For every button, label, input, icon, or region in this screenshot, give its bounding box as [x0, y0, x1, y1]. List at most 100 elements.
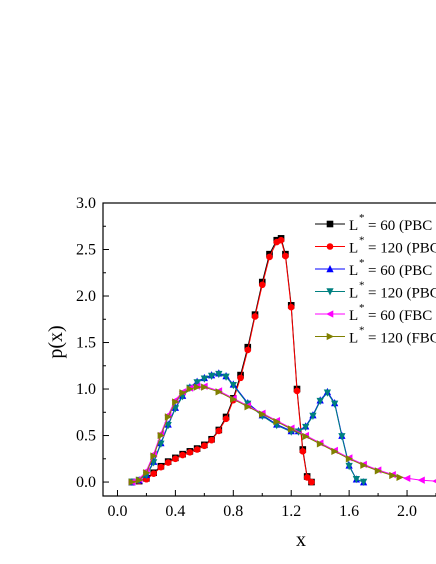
triangle-right-marker [345, 455, 354, 463]
triangle-right-marker [135, 476, 144, 484]
legend-item: L * = 60 (PBC [315, 212, 432, 234]
x-axis-label: x [296, 529, 306, 551]
circle-marker [293, 387, 301, 395]
triangle-down-marker [338, 433, 346, 441]
triangle-down-marker [207, 372, 216, 380]
triangle-down-marker [157, 440, 165, 448]
y-tick-label: 3.0 [76, 195, 96, 212]
circle-marker [164, 459, 172, 466]
y-tick-label: 1.0 [76, 381, 96, 398]
triangle-right-marker [164, 413, 173, 421]
circle-marker [303, 474, 311, 481]
triangle-right-marker [128, 478, 136, 486]
legend-superscript: * [359, 257, 365, 269]
triangle-down-marker [331, 400, 339, 408]
legend-superscript: * [359, 235, 365, 247]
legend-item: L * = 120 (PBC [315, 235, 436, 257]
x-tick-label: 1.6 [339, 503, 359, 520]
circle-marker [179, 451, 186, 459]
triangle-down-marker [164, 422, 172, 430]
legend-label: = 120 (FBC [368, 331, 436, 347]
triangle-up-marker [326, 265, 334, 273]
triangle-right-marker [215, 388, 223, 396]
axes-frame [102, 202, 436, 497]
triangle-down-marker [193, 379, 201, 387]
legend-symbol: L [349, 263, 358, 279]
triangle-down-marker [200, 375, 208, 383]
legend-symbol: L [349, 308, 358, 324]
triangle-left-marker [326, 310, 334, 318]
legend-symbol: L [349, 241, 358, 257]
triangle-right-marker [374, 467, 383, 475]
triangle-right-marker [396, 473, 404, 482]
triangle-down-marker [222, 373, 230, 381]
legend-superscript: * [359, 302, 365, 314]
legend-symbol: L [349, 286, 358, 302]
triangle-down-marker [215, 370, 223, 379]
circle-marker [237, 374, 244, 382]
triangle-right-marker [287, 425, 296, 433]
legend-item: L * = 120 (FBC [315, 325, 436, 347]
triangle-down-marker [326, 288, 334, 296]
legend-superscript: * [359, 280, 365, 292]
legend-superscript: * [359, 325, 365, 337]
triangle-right-marker [258, 410, 267, 418]
circle-marker [215, 427, 223, 435]
triangle-right-marker [150, 452, 158, 460]
triangle-right-marker [172, 398, 180, 406]
circle-marker [186, 448, 194, 456]
triangle-right-marker [157, 431, 165, 440]
triangle-right-marker [244, 403, 252, 411]
legend-superscript: * [359, 212, 365, 224]
triangle-right-marker [389, 471, 397, 480]
x-tick-label: 2.0 [397, 503, 417, 520]
triangle-right-marker [186, 385, 194, 393]
circle-marker [157, 463, 165, 471]
circle-marker [201, 442, 208, 450]
circle-marker [266, 253, 273, 261]
circle-marker [277, 236, 285, 244]
y-tick-label: 2.0 [76, 288, 96, 305]
square-marker [326, 220, 334, 228]
series-layer [127, 235, 436, 487]
legend-label: = 120 (PBC [368, 241, 436, 257]
series-5 [127, 382, 436, 486]
circle-marker [193, 446, 201, 453]
x-tick-label: 0.8 [223, 503, 243, 520]
circle-marker [258, 281, 266, 289]
circle-marker [244, 346, 252, 354]
y-tick-label: 2.5 [76, 242, 96, 259]
triangle-right-marker [179, 389, 187, 397]
triangle-left-marker [403, 474, 411, 482]
legend-label: = 120 (PBC [368, 286, 436, 302]
y-tick-label: 1.5 [76, 335, 96, 352]
triangle-left-marker [417, 476, 425, 484]
triangle-right-marker [230, 395, 238, 403]
triangle-right-marker [360, 461, 368, 469]
triangle-left-marker [432, 479, 436, 484]
circle-marker [308, 478, 315, 486]
plot-area [102, 202, 436, 497]
circle-marker [150, 470, 157, 477]
circle-marker [282, 252, 289, 260]
circle-marker [208, 436, 215, 444]
legend-item: L * = 120 (PBC [315, 280, 436, 302]
triangle-right-marker [193, 383, 202, 391]
x-tick-label: 1.2 [281, 503, 301, 520]
x-tick-label: 0.4 [165, 503, 185, 520]
triangle-right-marker [326, 332, 334, 341]
triangle-down-marker [345, 462, 353, 471]
legend-item: L * = 60 (FBC [315, 302, 432, 324]
triangle-down-marker [229, 382, 237, 390]
triangle-down-marker [352, 475, 360, 484]
triangle-down-marker [302, 423, 310, 432]
legend-symbol: L [349, 218, 358, 234]
y-axis-label: p(x) [45, 325, 67, 358]
triangle-right-marker [143, 469, 151, 477]
triangle-right-marker [316, 440, 325, 448]
triangle-down-marker [359, 478, 368, 487]
series-6 [128, 383, 404, 486]
legend-label: = 60 (PBC [368, 218, 432, 234]
ticks-layer: 0.0 0.4 0.8 1.2 1.6 2.0 0.0 0.5 1.0 1.5 2.0 2.5 3.0 [76, 195, 436, 520]
